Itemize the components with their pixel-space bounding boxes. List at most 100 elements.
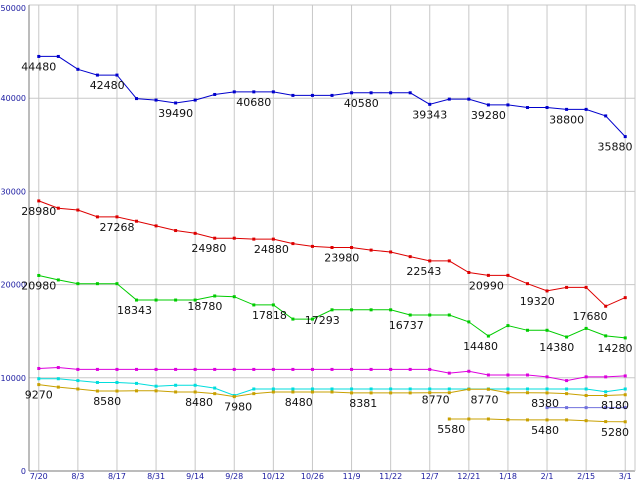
series-7-point	[467, 417, 471, 421]
series-2-point	[565, 285, 569, 289]
series-1-point	[76, 67, 80, 71]
series-4-point	[369, 367, 373, 371]
data-label: 5280	[601, 426, 629, 439]
data-label: 40580	[344, 97, 379, 110]
series-6-point	[467, 387, 471, 391]
series-5-point	[76, 379, 80, 383]
x-tick-label: 8/31	[147, 472, 165, 480]
x-tick-label: 11/9	[343, 472, 361, 480]
series-5-point	[252, 387, 256, 391]
series-3-point	[193, 298, 197, 302]
series-3-point	[408, 313, 412, 317]
series-3-point	[486, 334, 490, 338]
series-5-point	[623, 387, 627, 391]
series-6-point	[37, 383, 41, 387]
series-1-point	[135, 97, 139, 101]
series-7-point	[584, 419, 588, 423]
series-1-point	[330, 93, 334, 97]
x-tick-label: 12/21	[457, 472, 480, 480]
series-2-point	[350, 246, 354, 250]
series-4-point	[115, 367, 119, 371]
data-label: 8480	[185, 396, 213, 409]
series-5-point	[369, 387, 373, 391]
data-label: 8770	[422, 393, 450, 406]
series-8-point	[545, 406, 549, 410]
y-tick-label: 0	[21, 467, 26, 476]
series-1-point	[604, 114, 608, 118]
series-5-point	[56, 377, 60, 381]
series-3-point	[95, 282, 99, 286]
series-4-point	[213, 367, 217, 371]
series-2-point	[213, 236, 217, 240]
y-tick-label: 40000	[1, 94, 26, 103]
x-tick-label: 10/26	[301, 472, 324, 480]
series-4-point	[408, 367, 412, 371]
x-tick-label: 8/3	[71, 472, 84, 480]
series-1-point	[213, 92, 217, 96]
data-label: 14480	[463, 340, 498, 353]
series-line-7	[449, 418, 626, 423]
data-label: 19320	[520, 295, 555, 308]
series-1-point	[486, 103, 490, 107]
series-6-point	[545, 391, 549, 395]
series-2-point	[486, 273, 490, 277]
data-label: 14380	[539, 341, 574, 354]
series-1-point	[310, 93, 314, 97]
series-6-point	[428, 391, 432, 395]
data-label: 40680	[236, 96, 271, 109]
data-label: 27268	[99, 221, 134, 234]
series-5-point	[174, 383, 178, 387]
series-7-point	[604, 420, 608, 424]
series-6-point	[604, 394, 608, 398]
series-4-point	[95, 367, 99, 371]
y-tick-label: 50000	[1, 4, 26, 13]
series-7-point	[623, 420, 627, 424]
series-6-point	[154, 389, 158, 393]
series-1-point	[232, 90, 236, 94]
data-label: 38800	[549, 113, 584, 126]
series-5-point	[408, 387, 412, 391]
series-2-point	[271, 237, 275, 241]
series-1-point	[369, 91, 373, 95]
data-label: 8180	[601, 399, 629, 412]
series-2-point	[330, 246, 334, 250]
series-1-point	[565, 107, 569, 111]
data-label: 42480	[90, 79, 125, 92]
data-label: 18343	[117, 304, 152, 317]
series-2-point	[467, 270, 471, 274]
series-8-point	[584, 406, 588, 410]
series-6-point	[271, 390, 275, 394]
series-8-point	[565, 406, 569, 410]
series-7-point	[447, 417, 451, 421]
series-5-point	[506, 387, 510, 391]
series-2-point	[310, 244, 314, 248]
series-4-point	[565, 379, 569, 383]
series-8-point	[604, 406, 608, 410]
series-6-point	[193, 390, 197, 394]
series-3-point	[252, 303, 256, 307]
series-2-point	[604, 304, 608, 308]
series-4-point	[271, 367, 275, 371]
series-2-point	[506, 273, 510, 277]
series-lines	[37, 54, 627, 424]
series-4-point	[604, 375, 608, 379]
series-3-point	[37, 273, 41, 277]
series-6-point	[350, 391, 354, 395]
data-label: 20990	[469, 279, 504, 292]
series-1-point	[408, 91, 412, 95]
series-6-point	[213, 392, 217, 396]
series-3-point	[428, 313, 432, 317]
series-2-point	[174, 229, 178, 233]
series-3-point	[154, 298, 158, 302]
series-1-point	[467, 97, 471, 101]
series-4-point	[350, 367, 354, 371]
series-3-point	[389, 308, 393, 312]
series-5-point	[584, 387, 588, 391]
series-6-point	[232, 395, 236, 399]
data-label: 18780	[187, 300, 222, 313]
series-3-point	[310, 317, 314, 321]
data-label: 17680	[573, 310, 608, 323]
data-label: 16737	[389, 319, 424, 332]
series-5-point	[447, 387, 451, 391]
series-5-point	[193, 383, 197, 387]
